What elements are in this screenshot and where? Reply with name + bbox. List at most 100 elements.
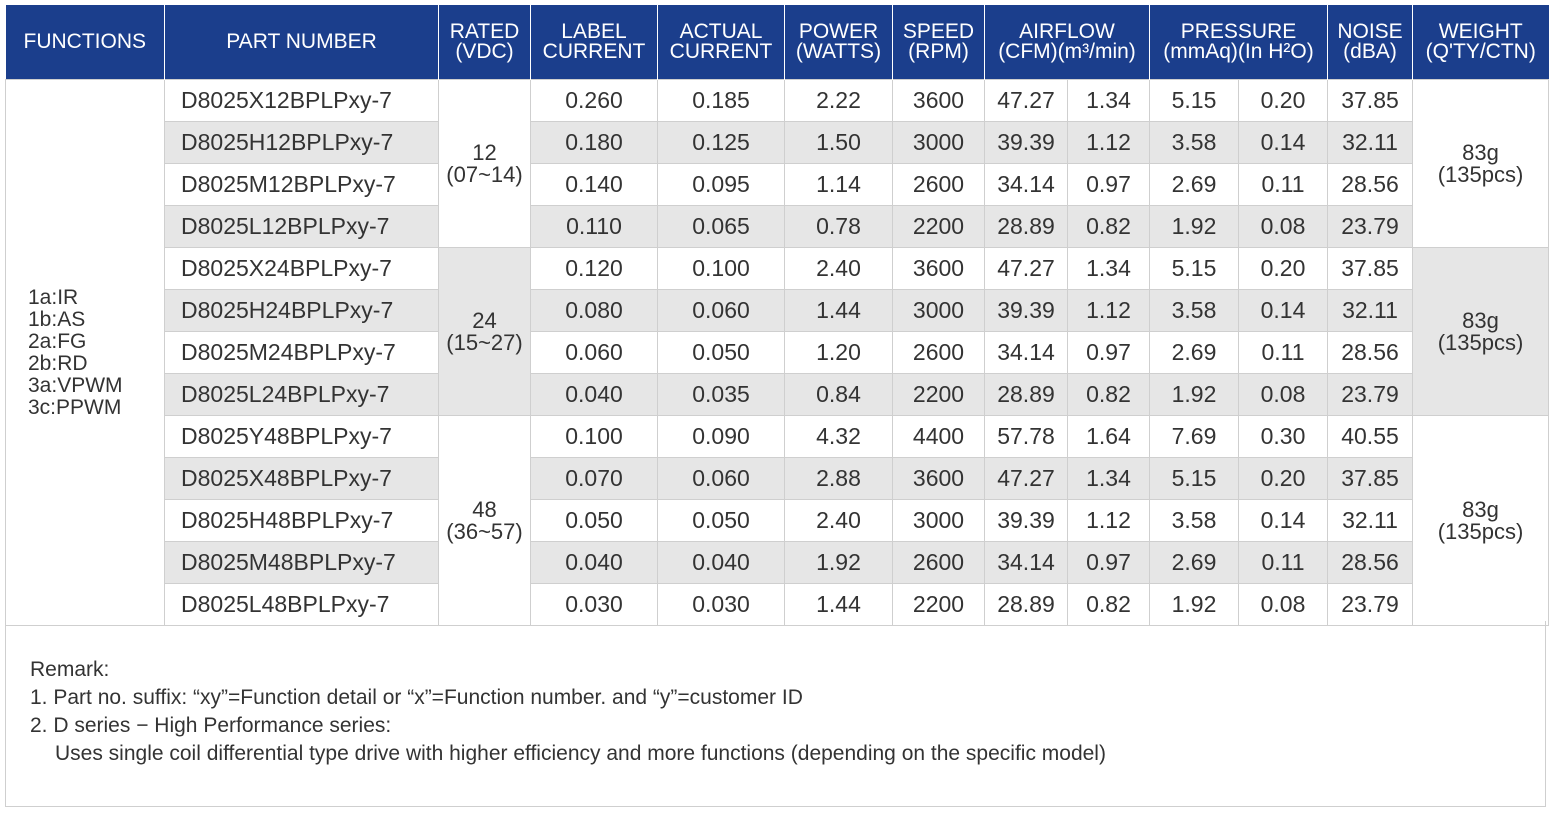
actual-current-cell: 0.040 bbox=[657, 541, 785, 584]
header-airflow-line: AIRFLOW bbox=[1019, 20, 1115, 43]
header-power: POWER (WATTS) bbox=[784, 5, 893, 80]
weight-qty: (135pcs) bbox=[1437, 329, 1524, 355]
speed-cell: 3000 bbox=[892, 121, 985, 164]
noise-cell: 37.85 bbox=[1327, 457, 1413, 500]
part-number-cell: D8025L48BPLPxy-7 bbox=[164, 583, 439, 626]
airflow-m3min-cell: 1.12 bbox=[1067, 121, 1150, 164]
header-functions: FUNCTIONS bbox=[5, 5, 165, 80]
header-weight-line: (Q'TY/CTN) bbox=[1425, 40, 1536, 63]
power-cell: 1.20 bbox=[784, 331, 893, 374]
power-cell: 2.40 bbox=[784, 499, 893, 542]
part-number-cell: D8025L24BPLPxy-7 bbox=[164, 373, 439, 416]
actual-current-cell: 0.100 bbox=[657, 247, 785, 290]
pressure-mmaq-cell: 5.15 bbox=[1149, 457, 1239, 500]
label-current-cell: 0.060 bbox=[530, 331, 658, 374]
label-current-cell: 0.120 bbox=[530, 247, 658, 290]
label-current-cell: 0.050 bbox=[530, 499, 658, 542]
rated-voltage: 48 bbox=[472, 496, 497, 522]
table-row: D8025M24BPLPxy-7 0.060 0.050 1.20 2600 34.14 0… bbox=[6, 331, 1549, 374]
noise-cell: 32.11 bbox=[1327, 499, 1413, 542]
header-airflow: AIRFLOW (CFM)(m³/min) bbox=[984, 5, 1150, 80]
table-row: D8025L48BPLPxy-7 0.030 0.030 1.44 2200 28.89 0… bbox=[6, 583, 1549, 626]
header-noise-line: NOISE bbox=[1337, 20, 1403, 43]
table-row: 1a:IR 1b:AS 2a:FG 2b:RD 3a:VPWM 3c:PPWM D8025X… bbox=[5, 79, 1549, 626]
rated-voltage: 24 bbox=[472, 307, 497, 333]
airflow-m3min-cell: 1.34 bbox=[1067, 247, 1150, 290]
header-power-line: POWER bbox=[798, 20, 879, 43]
header-part-number: PART NUMBER bbox=[164, 5, 439, 80]
actual-current-cell: 0.095 bbox=[657, 163, 785, 206]
airflow-cfm-cell: 47.27 bbox=[984, 457, 1068, 500]
airflow-m3min-cell: 0.97 bbox=[1067, 331, 1150, 374]
header-row: FUNCTIONS PART NUMBER RATED (VDC) LABEL CURRE… bbox=[5, 5, 1549, 80]
header-actual-current-line: ACTUAL bbox=[679, 20, 763, 43]
pressure-inh2o-cell: 0.20 bbox=[1238, 247, 1328, 290]
airflow-cfm-cell: 39.39 bbox=[984, 289, 1068, 332]
weight-qty: (135pcs) bbox=[1437, 161, 1524, 187]
pressure-mmaq-cell: 1.92 bbox=[1149, 205, 1239, 248]
power-cell: 1.14 bbox=[784, 163, 893, 206]
noise-cell: 23.79 bbox=[1327, 373, 1413, 416]
pressure-inh2o-cell: 0.14 bbox=[1238, 289, 1328, 332]
pressure-inh2o-cell: 0.14 bbox=[1238, 499, 1328, 542]
noise-cell: 37.85 bbox=[1327, 247, 1413, 290]
airflow-m3min-cell: 0.97 bbox=[1067, 541, 1150, 584]
part-number-cell: D8025H48BPLPxy-7 bbox=[164, 499, 439, 542]
label-current-cell: 0.100 bbox=[530, 415, 658, 458]
header-functions-line: FUNCTIONS bbox=[23, 30, 147, 53]
function-item: 2b:RD bbox=[28, 351, 88, 375]
airflow-m3min-cell: 1.12 bbox=[1067, 499, 1150, 542]
header-part-number-line: PART NUMBER bbox=[226, 30, 377, 53]
power-cell: 1.50 bbox=[784, 121, 893, 164]
airflow-cfm-cell: 28.89 bbox=[984, 205, 1068, 248]
function-item: 2a:FG bbox=[28, 329, 87, 353]
header-airflow-line: (CFM)(m³/min) bbox=[998, 40, 1136, 63]
noise-cell: 40.55 bbox=[1327, 415, 1413, 458]
header-label-current-line: LABEL bbox=[561, 20, 627, 43]
speed-cell: 2200 bbox=[892, 583, 985, 626]
header-speed: SPEED (RPM) bbox=[892, 5, 985, 80]
power-cell: 2.40 bbox=[784, 247, 893, 290]
airflow-m3min-cell: 0.82 bbox=[1067, 205, 1150, 248]
pressure-inh2o-cell: 0.14 bbox=[1238, 121, 1328, 164]
header-noise-line: (dBA) bbox=[1343, 40, 1397, 63]
pressure-inh2o-cell: 0.08 bbox=[1238, 583, 1328, 626]
remark-line-1: 1. Part no. suffix: “xy”=Function detail… bbox=[30, 686, 803, 709]
header-pressure: PRESSURE (mmAq)(In H²O) bbox=[1149, 5, 1328, 80]
pressure-mmaq-cell: 5.15 bbox=[1149, 79, 1239, 122]
rated-voltage: 12 bbox=[472, 139, 497, 165]
rated-voltage-range: (36~57) bbox=[446, 518, 523, 544]
speed-cell: 4400 bbox=[892, 415, 985, 458]
noise-cell: 32.11 bbox=[1327, 121, 1413, 164]
header-noise: NOISE (dBA) bbox=[1327, 5, 1413, 80]
actual-current-cell: 0.060 bbox=[657, 457, 785, 500]
pressure-inh2o-cell: 0.20 bbox=[1238, 79, 1328, 122]
table-row: D8025M48BPLPxy-7 0.040 0.040 1.92 2600 34.14 0… bbox=[6, 541, 1549, 584]
airflow-cfm-cell: 39.39 bbox=[984, 121, 1068, 164]
part-number-cell: D8025M48BPLPxy-7 bbox=[164, 541, 439, 584]
weight-cell: 83g (135pcs) bbox=[1412, 247, 1549, 416]
header-actual-current: ACTUAL CURRENT bbox=[657, 5, 785, 80]
table-row: D8025H24BPLPxy-7 0.080 0.060 1.44 3000 39.39 1… bbox=[6, 289, 1549, 332]
remark-title: Remark: bbox=[30, 658, 110, 681]
table-row: D8025X48BPLPxy-7 0.070 0.060 2.88 3600 47.27 1… bbox=[6, 457, 1549, 500]
power-cell: 2.22 bbox=[784, 79, 893, 122]
noise-cell: 23.79 bbox=[1327, 205, 1413, 248]
airflow-cfm-cell: 39.39 bbox=[984, 499, 1068, 542]
airflow-m3min-cell: 1.12 bbox=[1067, 289, 1150, 332]
actual-current-cell: 0.185 bbox=[657, 79, 785, 122]
airflow-cfm-cell: 57.78 bbox=[984, 415, 1068, 458]
speed-cell: 2600 bbox=[892, 541, 985, 584]
actual-current-cell: 0.125 bbox=[657, 121, 785, 164]
pressure-mmaq-cell: 3.58 bbox=[1149, 499, 1239, 542]
remark-line-2: 2. D series − High Performance series: bbox=[30, 714, 392, 737]
pressure-inh2o-cell: 0.11 bbox=[1238, 163, 1328, 206]
noise-cell: 32.11 bbox=[1327, 289, 1413, 332]
airflow-cfm-cell: 47.27 bbox=[984, 247, 1068, 290]
rated-voltage-cell: 12 (07~14) bbox=[438, 79, 531, 248]
rated-voltage-cell: 24 (15~27) bbox=[438, 247, 531, 416]
part-number-cell: D8025X24BPLPxy-7 bbox=[164, 247, 439, 290]
pressure-inh2o-cell: 0.11 bbox=[1238, 541, 1328, 584]
function-item: 1b:AS bbox=[28, 307, 86, 331]
table-row: D8025X24BPLPxy-7 24 (15~27) 0.120 0.100 2.40 3… bbox=[6, 247, 1549, 416]
